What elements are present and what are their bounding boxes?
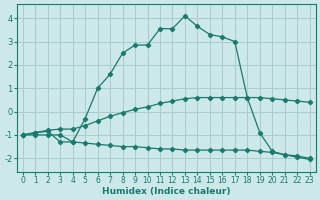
X-axis label: Humidex (Indice chaleur): Humidex (Indice chaleur) bbox=[102, 187, 230, 196]
